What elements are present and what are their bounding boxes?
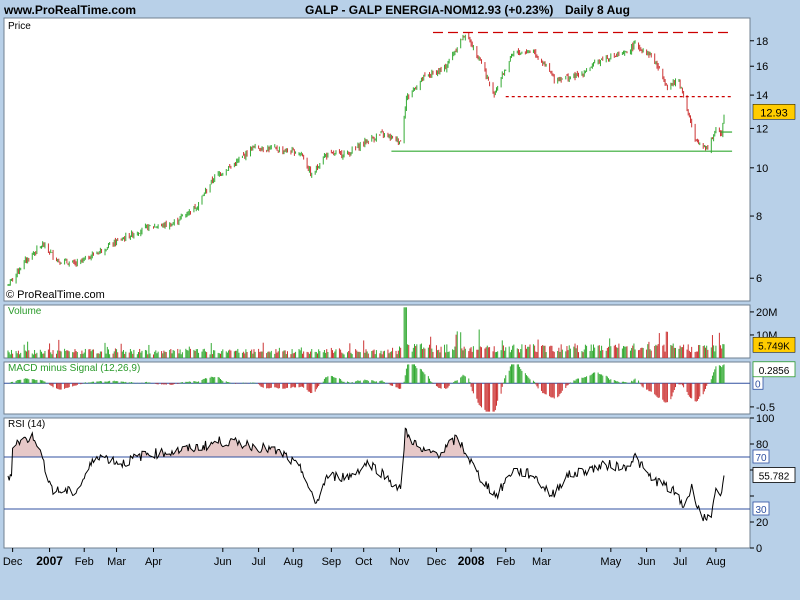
x-tick-label: Nov (390, 556, 410, 568)
price-tick-label: 14 (756, 90, 768, 102)
macd-zero-label: 0 (755, 379, 761, 390)
chart-panel (3, 17, 751, 302)
chart-panel (3, 361, 751, 415)
x-tick-label: May (600, 556, 621, 568)
last-price-badge (752, 104, 796, 120)
x-tick-label: Jul (673, 556, 687, 568)
price-tick-label: 12 (756, 123, 768, 135)
x-tick-label: Oct (355, 556, 372, 568)
volume-last-badge (752, 337, 796, 353)
x-tick-label: Sep (322, 556, 342, 568)
chart-panel (3, 417, 751, 549)
rsi-tick-label: 20 (756, 517, 768, 529)
rsi-tick-label: 80 (756, 439, 768, 451)
period-label: Daily 8 Aug (565, 3, 630, 17)
rsi-30-badge (752, 501, 770, 516)
x-tick-label: 2008 (458, 554, 485, 568)
volume-last-label: 5.749K (758, 341, 790, 352)
x-tick-label: Feb (75, 556, 94, 568)
x-tick-label: 2007 (36, 554, 63, 568)
x-tick-label: Aug (283, 556, 303, 568)
x-tick-label: Feb (496, 556, 515, 568)
rsi-panel-title: RSI (14) (8, 419, 45, 430)
rsi-last-badge (752, 467, 796, 483)
macd-tick-label: -0.5 (756, 402, 775, 414)
price-tick-label: 10 (756, 163, 768, 175)
rsi-overbought-fill (12, 432, 42, 457)
last-price-label: 12.93 (760, 107, 788, 119)
rsi-overbought-fill (439, 435, 466, 457)
rsi-line (7, 427, 725, 522)
price-tick-label: 16 (756, 61, 768, 73)
x-tick-label: Jul (252, 556, 266, 568)
macd-last-label: 0.2856 (759, 366, 790, 377)
x-tick-label: Mar (107, 556, 126, 568)
price-tick-label: 6 (756, 273, 762, 285)
chart-header: www.ProRealTime.com GALP - GALP ENERGIA-… (0, 0, 800, 18)
instrument-name: GALP - GALP ENERGIA-NOM (305, 3, 472, 17)
x-tick-label: Aug (706, 556, 726, 568)
volume-panel-title: Volume (8, 306, 42, 317)
rsi-tick-label: 100 (756, 413, 774, 425)
rsi-last-label: 55.782 (759, 471, 790, 482)
price-panel-title: Price (8, 21, 31, 32)
rsi-tick-label: 0 (756, 543, 762, 555)
rsi-overbought-fill (133, 453, 140, 457)
price-tick-label: 8 (756, 211, 762, 223)
macd-last-badge (752, 361, 796, 378)
macd-panel-title: MACD minus Signal (12,26,9) (8, 363, 140, 374)
x-tick-label: Apr (145, 556, 162, 568)
volume-tick-label: 20M (756, 307, 777, 319)
x-tick-label: Mar (532, 556, 551, 568)
x-tick-label: Dec (3, 556, 23, 568)
price-tick-label: 18 (756, 36, 768, 48)
rsi-30-label: 30 (755, 505, 767, 516)
site-name[interactable]: www.ProRealTime.com (4, 3, 137, 17)
watermark: © ProRealTime.com (6, 289, 105, 301)
x-tick-label: Jun (638, 556, 656, 568)
rsi-70-badge (752, 449, 770, 464)
rsi-70-label: 70 (755, 453, 767, 464)
x-tick-label: Dec (427, 556, 447, 568)
x-tick-label: Jun (214, 556, 232, 568)
last-price: 12.93 (+0.23%) (471, 3, 554, 17)
